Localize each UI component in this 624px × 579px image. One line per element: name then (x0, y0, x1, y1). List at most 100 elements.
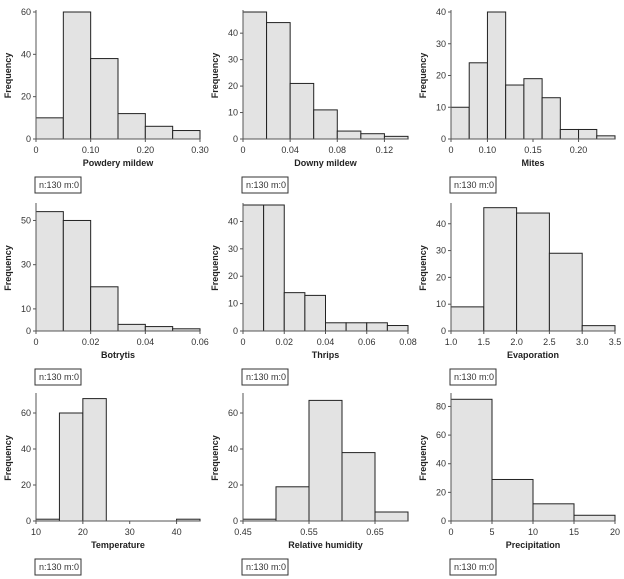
sample-count-label: n:130 m:0 (39, 372, 79, 382)
histogram-bar (345, 322, 368, 332)
sample-count-box (34, 558, 82, 576)
y-axis-label: Frequency (210, 245, 220, 291)
histogram-bar (62, 11, 92, 140)
x-tick-label: 40 (172, 527, 182, 537)
histogram-bar (82, 398, 107, 522)
y-tick-label: 30 (228, 244, 238, 254)
x-tick-label: 0.45 (234, 527, 252, 537)
histogram-bar (266, 22, 291, 140)
y-tick-label: 30 (436, 246, 446, 256)
x-tick-label: 10 (528, 527, 538, 537)
y-axis-label: Frequency (418, 435, 428, 481)
x-axis-label: Downy mildew (294, 158, 358, 168)
x-tick-label: 0.15 (524, 145, 542, 155)
y-tick-label: 0 (26, 516, 31, 526)
sample-count-label: n:130 m:0 (39, 180, 79, 190)
histogram-bar (144, 326, 174, 332)
y-tick-label: 10 (21, 304, 31, 314)
histogram-bar (450, 398, 493, 522)
sample-count-label: n:130 m:0 (246, 562, 286, 572)
x-tick-label: 10 (31, 527, 41, 537)
y-tick-label: 0 (233, 516, 238, 526)
x-tick-label: 0 (33, 145, 38, 155)
y-axis-label: Frequency (3, 53, 13, 99)
x-tick-label: 0 (448, 145, 453, 155)
histogram-bar (117, 113, 146, 140)
histogram-bar (35, 211, 64, 332)
histogram-bar (559, 128, 580, 140)
histogram-bar (450, 306, 485, 332)
histogram-bar (486, 11, 507, 140)
x-tick-label: 0.04 (137, 337, 155, 347)
histogram-bar (325, 322, 347, 332)
y-tick-label: 60 (436, 430, 446, 440)
x-tick-label: 30 (125, 527, 135, 537)
x-tick-label: 3.5 (609, 337, 622, 347)
x-axis-label: Relative humidity (288, 540, 363, 550)
y-tick-label: 20 (21, 480, 31, 490)
y-tick-label: 40 (21, 444, 31, 454)
histogram-bar (62, 219, 92, 332)
y-tick-label: 20 (228, 271, 238, 281)
histogram-bar (516, 212, 550, 332)
histogram-bar (90, 286, 119, 332)
x-tick-label: 2.5 (543, 337, 556, 347)
sample-count-label: n:130 m:0 (246, 372, 286, 382)
histogram-panel-7: 0 20 40 60 10 20 30 40 Temperature Frequency n:130… (3, 393, 201, 576)
x-tick-label: 0.06 (358, 337, 376, 347)
x-axis-label: Thrips (312, 350, 340, 360)
histogram-bar (275, 486, 310, 522)
histogram-bar (578, 128, 598, 140)
sample-count-box (449, 558, 497, 576)
sample-count-label: n:130 m:0 (454, 372, 494, 382)
histogram-bar (341, 452, 376, 522)
y-tick-label: 20 (436, 71, 446, 81)
histogram-bar (117, 323, 146, 332)
histogram-bar (374, 511, 409, 522)
histogram-bar (144, 125, 174, 140)
y-tick-label: 60 (21, 7, 31, 17)
sample-count-box (241, 176, 289, 194)
y-tick-label: 10 (436, 102, 446, 112)
x-tick-label: 5 (489, 527, 494, 537)
sample-count-label: n:130 m:0 (39, 562, 79, 572)
histogram-bar (505, 84, 525, 140)
x-tick-label: 20 (610, 527, 620, 537)
sample-count-label: n:130 m:0 (454, 180, 494, 190)
x-axis-label: Powdery mildew (83, 158, 155, 168)
y-tick-label: 0 (233, 326, 238, 336)
y-tick-label: 0 (441, 516, 446, 526)
y-tick-label: 80 (436, 401, 446, 411)
histogram-bar (360, 133, 385, 140)
histogram-bar (483, 207, 518, 332)
histogram-panel-4: 0 10 30 50 0 0.02 0.04 0.06 Botrytis Frequency n:1… (3, 203, 209, 386)
y-tick-label: 20 (21, 92, 31, 102)
sample-count-box (449, 176, 497, 194)
x-tick-label: 0.02 (275, 337, 293, 347)
x-tick-label: 15 (569, 527, 579, 537)
y-tick-label: 0 (26, 326, 31, 336)
y-tick-label: 40 (436, 459, 446, 469)
x-tick-label: 0.02 (82, 337, 100, 347)
y-tick-label: 0 (441, 134, 446, 144)
y-axis-label: Frequency (418, 245, 428, 291)
x-tick-label: 2.0 (510, 337, 523, 347)
y-tick-label: 40 (228, 216, 238, 226)
x-tick-label: 1.5 (478, 337, 491, 347)
y-tick-label: 20 (228, 480, 238, 490)
y-tick-label: 20 (436, 487, 446, 497)
x-tick-label: 0 (240, 145, 245, 155)
sample-count-label: n:130 m:0 (454, 562, 494, 572)
y-tick-label: 0 (233, 134, 238, 144)
histogram-panel-6: 0 10 20 30 40 1.0 1.5 2.0 2.5 3.0 3.5 Evaporation Fr… (418, 203, 622, 386)
histogram-bar (242, 204, 265, 332)
histogram-bar (313, 109, 338, 140)
y-tick-label: 10 (436, 299, 446, 309)
y-tick-label: 10 (228, 108, 238, 118)
y-tick-label: 40 (228, 28, 238, 38)
histogram-bar (304, 294, 326, 332)
histogram-bar (491, 478, 534, 522)
y-tick-label: 40 (228, 444, 238, 454)
histogram-bar (548, 252, 583, 332)
